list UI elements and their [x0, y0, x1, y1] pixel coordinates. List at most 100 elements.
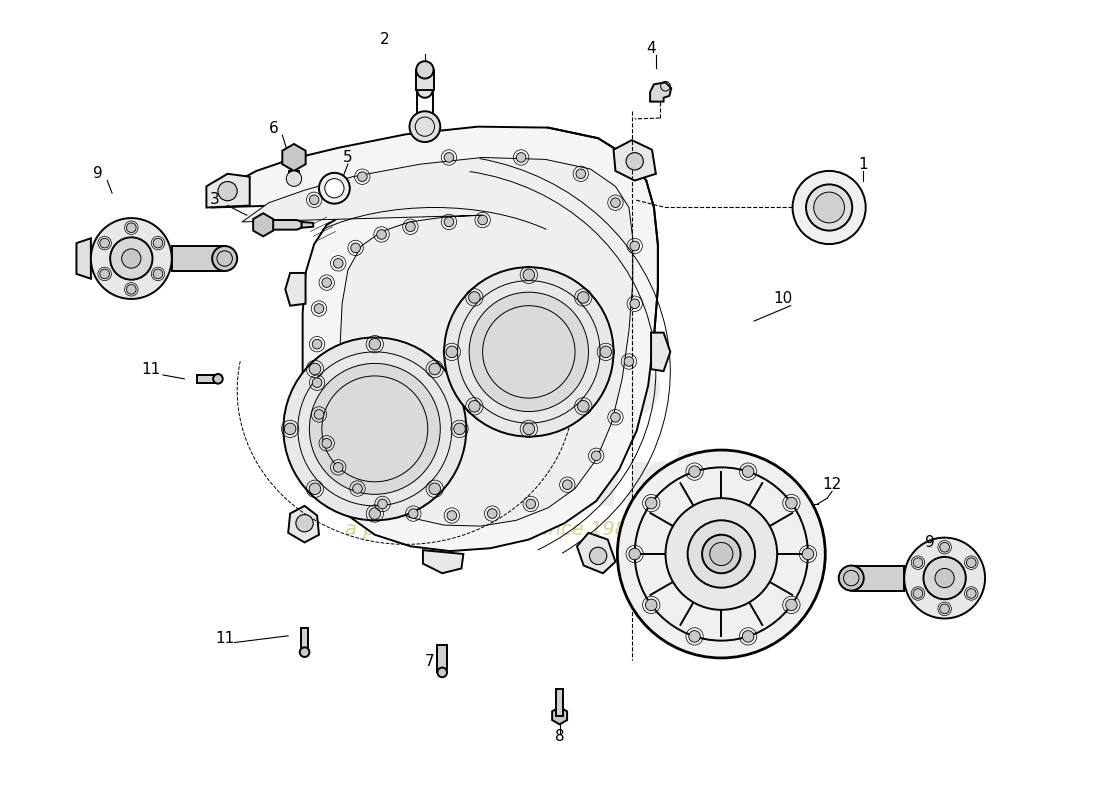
- Circle shape: [100, 269, 110, 278]
- Circle shape: [904, 538, 986, 618]
- Circle shape: [516, 153, 526, 162]
- Circle shape: [284, 338, 466, 520]
- Circle shape: [429, 483, 440, 494]
- Circle shape: [742, 466, 754, 478]
- Circle shape: [626, 153, 644, 170]
- Circle shape: [376, 230, 386, 239]
- Circle shape: [967, 558, 976, 567]
- Circle shape: [333, 462, 343, 472]
- Polygon shape: [438, 646, 447, 672]
- Circle shape: [370, 338, 381, 350]
- Circle shape: [408, 509, 418, 518]
- Circle shape: [122, 249, 141, 268]
- Circle shape: [218, 182, 238, 201]
- Circle shape: [333, 258, 343, 268]
- Circle shape: [601, 346, 612, 358]
- Circle shape: [913, 589, 923, 598]
- Circle shape: [110, 238, 153, 280]
- Circle shape: [576, 169, 585, 178]
- Circle shape: [322, 438, 331, 448]
- Polygon shape: [283, 144, 306, 171]
- Circle shape: [438, 667, 447, 677]
- Circle shape: [785, 498, 798, 509]
- Text: 1: 1: [858, 157, 868, 172]
- Text: 8: 8: [554, 730, 564, 744]
- Circle shape: [935, 569, 955, 588]
- Text: 9: 9: [92, 166, 102, 182]
- Polygon shape: [416, 70, 433, 90]
- Polygon shape: [288, 506, 319, 542]
- Circle shape: [319, 173, 350, 204]
- Circle shape: [91, 218, 172, 299]
- Circle shape: [913, 558, 923, 567]
- Text: 10: 10: [773, 291, 792, 306]
- Circle shape: [814, 192, 845, 223]
- Polygon shape: [172, 246, 224, 271]
- Circle shape: [309, 363, 440, 494]
- Circle shape: [487, 509, 497, 518]
- Circle shape: [710, 542, 733, 566]
- Polygon shape: [289, 171, 299, 178]
- Circle shape: [578, 401, 588, 412]
- Circle shape: [284, 423, 296, 434]
- Circle shape: [312, 339, 322, 349]
- Circle shape: [742, 630, 754, 642]
- Polygon shape: [614, 140, 656, 181]
- Circle shape: [126, 223, 136, 233]
- Text: 11: 11: [141, 362, 161, 377]
- Text: 5: 5: [343, 150, 353, 165]
- Circle shape: [792, 171, 866, 244]
- Text: 2: 2: [379, 31, 389, 46]
- Circle shape: [322, 278, 331, 287]
- Text: 7: 7: [425, 654, 435, 670]
- Circle shape: [688, 520, 755, 588]
- Circle shape: [610, 413, 620, 422]
- Circle shape: [802, 548, 814, 560]
- Circle shape: [153, 238, 163, 248]
- Polygon shape: [578, 533, 616, 574]
- Polygon shape: [242, 158, 632, 526]
- Circle shape: [286, 171, 301, 186]
- Circle shape: [315, 410, 323, 419]
- Circle shape: [524, 423, 535, 434]
- Circle shape: [526, 499, 536, 509]
- Circle shape: [590, 547, 607, 565]
- Circle shape: [444, 267, 614, 437]
- Circle shape: [666, 498, 778, 610]
- Circle shape: [447, 346, 458, 358]
- Circle shape: [296, 514, 314, 532]
- Circle shape: [646, 599, 657, 610]
- Circle shape: [309, 483, 321, 494]
- Text: 11: 11: [216, 631, 234, 646]
- Circle shape: [630, 299, 639, 309]
- Circle shape: [126, 285, 136, 294]
- Text: euro
carparts: euro carparts: [370, 354, 749, 522]
- Circle shape: [416, 61, 433, 78]
- Circle shape: [967, 589, 976, 598]
- Circle shape: [838, 566, 864, 590]
- Circle shape: [578, 292, 588, 303]
- Circle shape: [353, 484, 362, 494]
- Circle shape: [470, 292, 588, 411]
- Circle shape: [213, 374, 222, 384]
- Circle shape: [617, 450, 825, 658]
- Circle shape: [624, 357, 634, 366]
- Circle shape: [469, 292, 481, 303]
- Text: 6: 6: [268, 121, 278, 136]
- Circle shape: [417, 82, 432, 98]
- Polygon shape: [253, 214, 273, 236]
- Circle shape: [429, 363, 440, 374]
- Circle shape: [358, 172, 367, 182]
- Polygon shape: [651, 333, 670, 371]
- Polygon shape: [263, 220, 301, 230]
- Circle shape: [469, 401, 481, 412]
- Circle shape: [153, 269, 163, 278]
- Circle shape: [939, 542, 949, 552]
- Circle shape: [409, 111, 440, 142]
- Polygon shape: [77, 238, 91, 278]
- Circle shape: [630, 241, 639, 251]
- Circle shape: [351, 243, 361, 253]
- Circle shape: [785, 599, 798, 610]
- Circle shape: [309, 363, 321, 374]
- Circle shape: [592, 451, 601, 461]
